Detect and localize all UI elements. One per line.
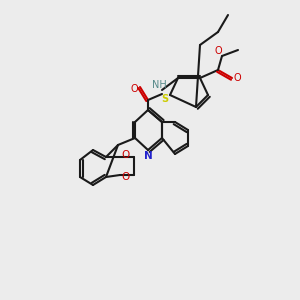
Text: O: O [233, 73, 241, 83]
Text: O: O [121, 150, 129, 160]
Text: NH: NH [152, 80, 166, 90]
Text: N: N [144, 151, 152, 161]
Text: S: S [161, 94, 169, 104]
Text: O: O [130, 84, 138, 94]
Text: O: O [121, 172, 129, 182]
Text: O: O [214, 46, 222, 56]
